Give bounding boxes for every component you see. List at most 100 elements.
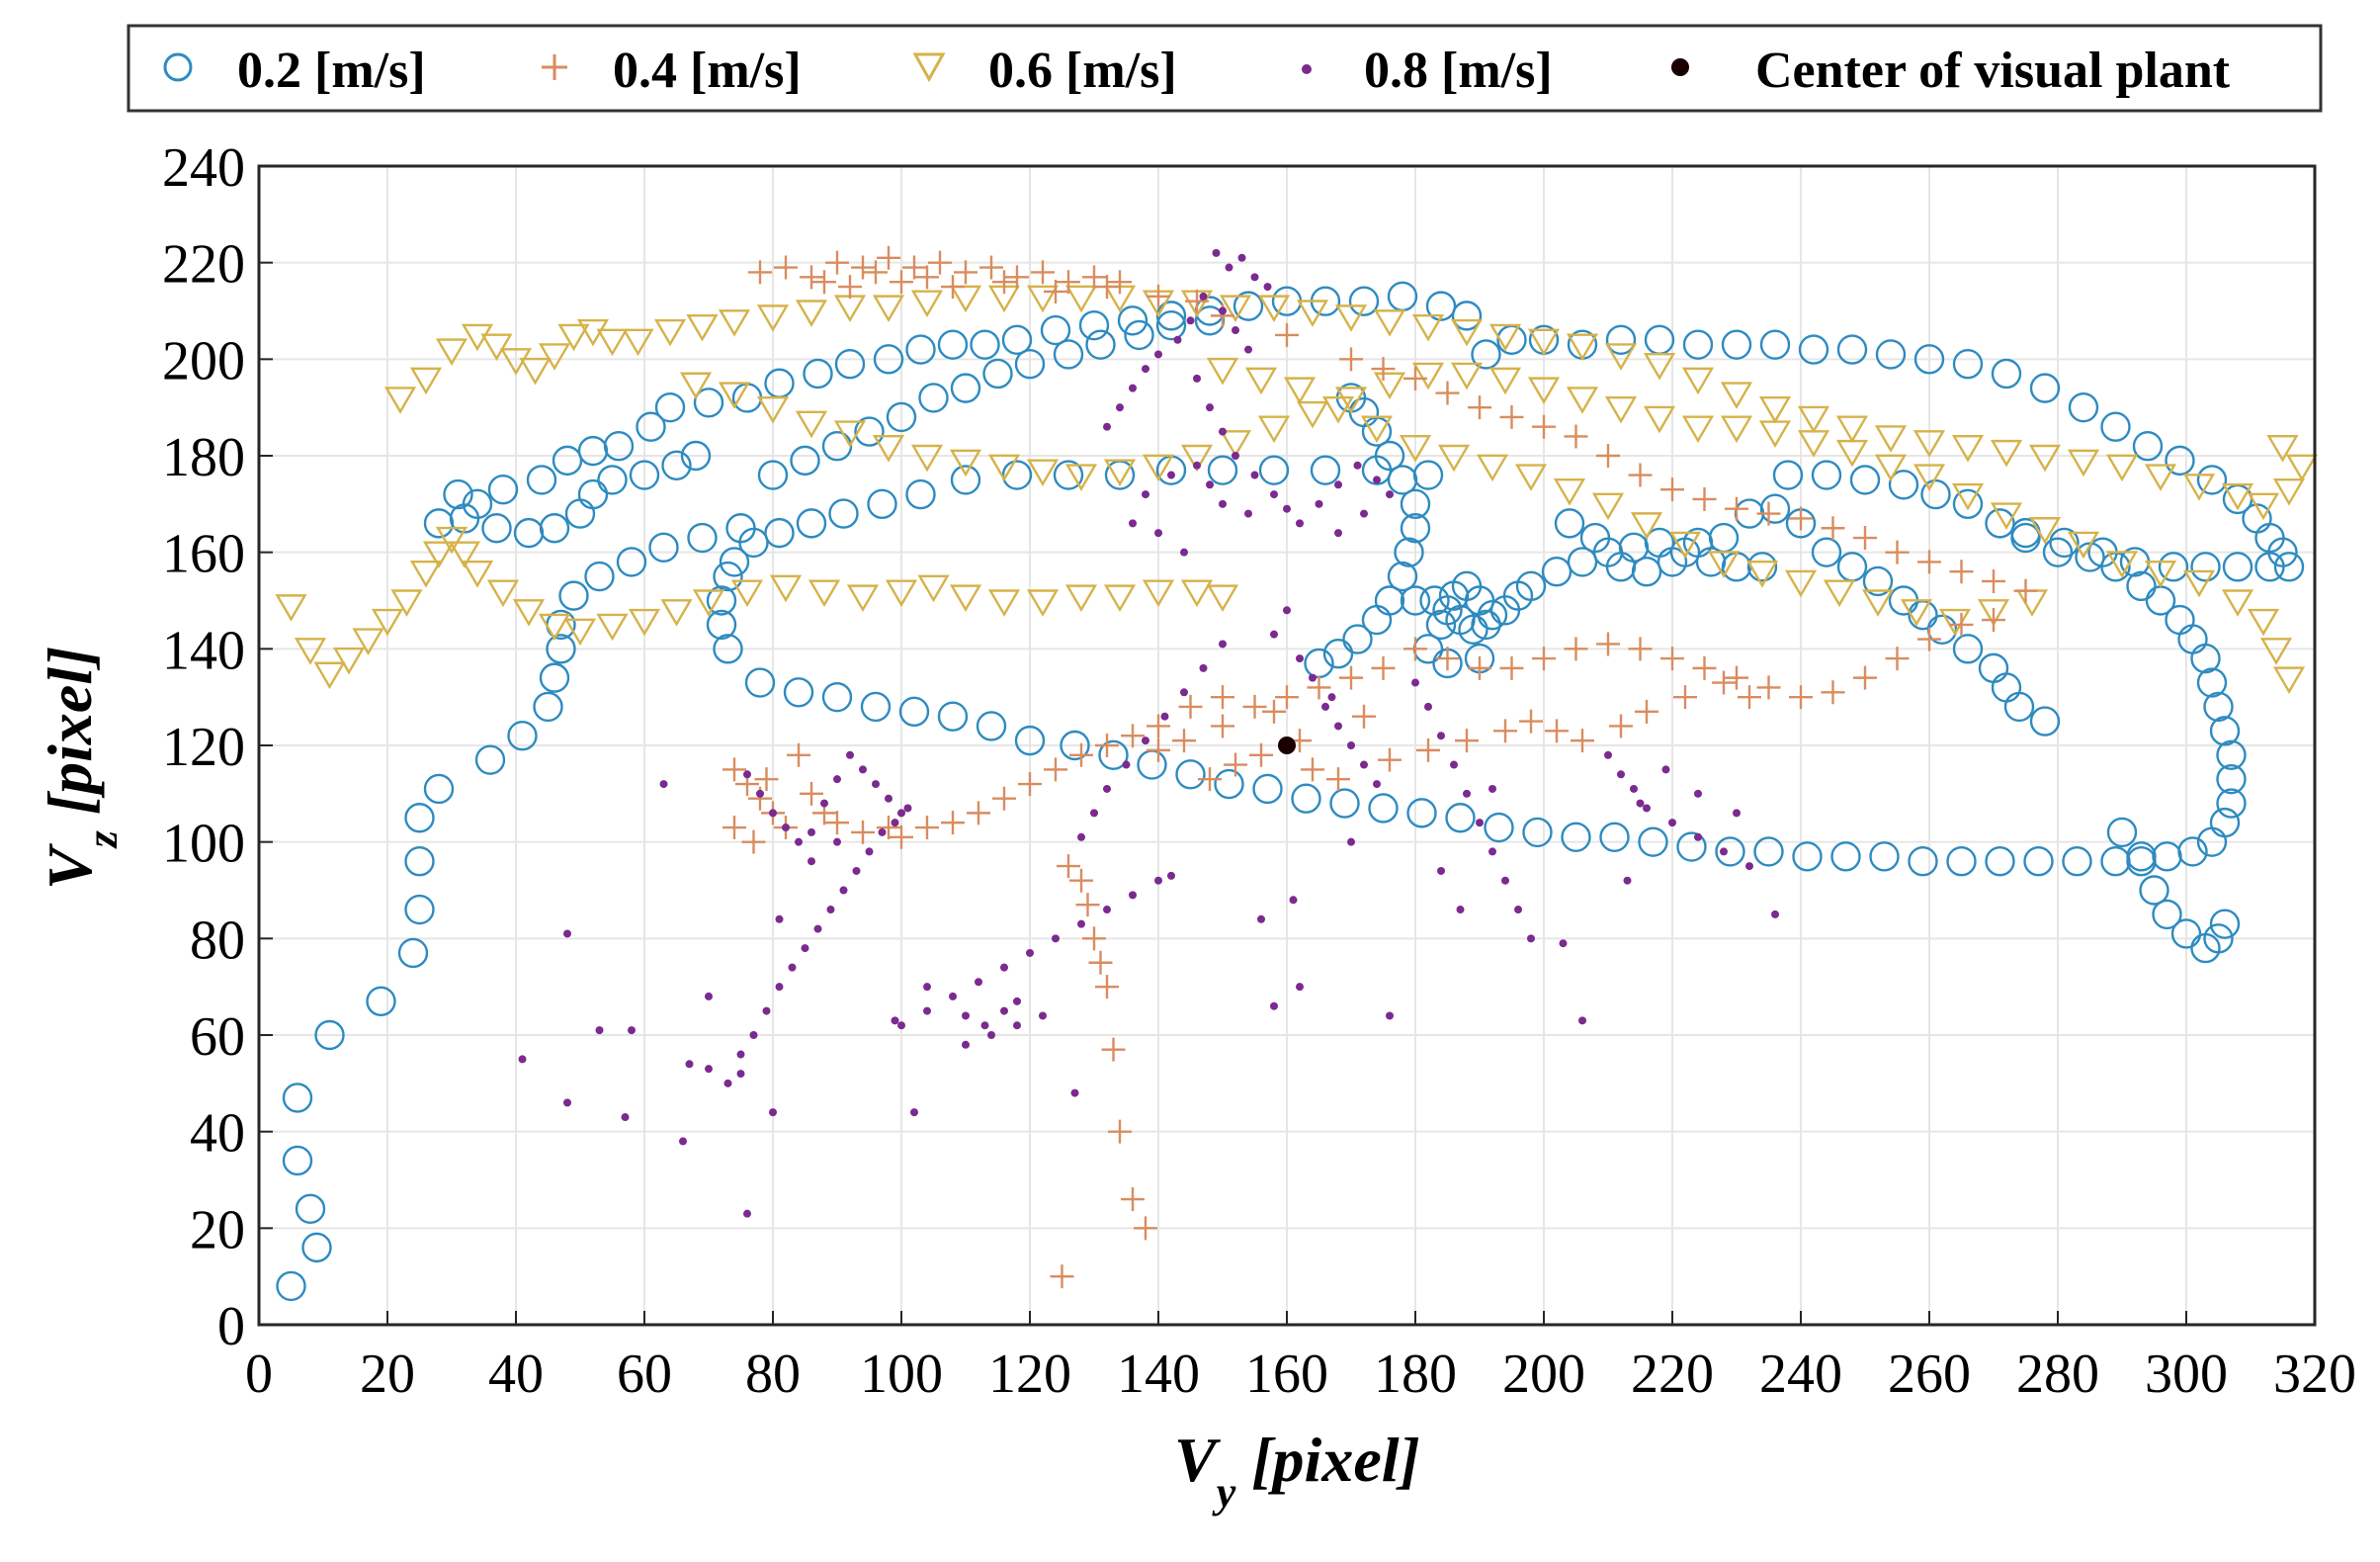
data-point-triangle <box>1835 439 1869 468</box>
data-point-triangle <box>795 410 828 439</box>
data-point-circle <box>860 691 892 723</box>
data-point-circle <box>507 721 538 751</box>
data-point-plus <box>1725 665 1748 690</box>
data-point-dot <box>962 1011 970 1020</box>
data-point-circle <box>1946 846 1977 877</box>
data-point-dot <box>1578 1016 1586 1025</box>
data-point-dot <box>910 1108 918 1117</box>
data-point-plus <box>1108 1119 1132 1144</box>
axis-ticks <box>258 165 2316 1326</box>
data-point-dot <box>1270 630 1278 639</box>
data-point-dot <box>1160 712 1169 721</box>
data-point-dot <box>621 1113 630 1122</box>
data-point-triangle <box>1334 387 1368 414</box>
data-point-plus <box>1821 680 1845 705</box>
data-point-plus <box>1499 404 1524 429</box>
data-point-dot <box>975 978 982 987</box>
data-point-circle <box>1579 522 1611 554</box>
data-point-triangle <box>987 454 1021 482</box>
data-point-dot <box>775 914 784 923</box>
data-point-dot <box>1694 789 1702 798</box>
data-point-plus <box>1050 1264 1074 1289</box>
data-point-triangle <box>519 357 552 386</box>
data-point-plus <box>1692 486 1717 511</box>
data-point-circle <box>680 440 712 472</box>
data-point-dot <box>1039 1011 1047 1020</box>
data-point-circle <box>1952 349 1984 380</box>
data-point-triangle <box>1874 425 1908 453</box>
data-point-plus <box>1371 655 1396 680</box>
data-point-circle <box>1515 570 1547 602</box>
data-point-triangle <box>1360 415 1394 444</box>
data-point-circle <box>1394 537 1424 567</box>
data-point-triangle <box>872 295 905 322</box>
data-point-circle <box>2042 537 2074 567</box>
data-point-plus <box>1082 265 1106 290</box>
legend-item-center: Center of visual plant <box>1671 43 2231 99</box>
data-point-plus <box>877 245 900 270</box>
data-point-plus <box>1147 284 1170 308</box>
data-point-circle <box>2254 552 2285 582</box>
data-point-triangle <box>1527 328 1561 357</box>
x-tick-label: 140 <box>1117 1344 1200 1405</box>
data-point-plus <box>812 270 836 295</box>
data-point-dot <box>685 1060 694 1069</box>
data-point-dot <box>1514 906 1522 914</box>
data-point-dot <box>1270 1001 1278 1010</box>
data-point-plus <box>1044 757 1067 782</box>
data-point-dot <box>1424 702 1432 711</box>
data-point-dot <box>1437 732 1445 740</box>
data-point-dot <box>1232 452 1239 460</box>
data-point-circle <box>1811 537 1842 567</box>
data-point-dot <box>1167 471 1175 479</box>
data-point-plus <box>979 255 1003 280</box>
data-point-triangle <box>833 420 867 448</box>
data-point-triangle <box>313 661 346 690</box>
data-point-circle <box>526 465 557 495</box>
x-tick-label: 200 <box>1502 1344 1585 1405</box>
data-point-circle <box>654 391 686 423</box>
data-point-dot <box>1315 499 1323 508</box>
data-point-dot <box>1450 760 1458 769</box>
data-point-triangle <box>1643 405 1676 434</box>
data-point-dot <box>1077 832 1085 841</box>
data-point-dot <box>1257 914 1265 923</box>
data-point-circle <box>2216 788 2247 819</box>
data-point-plus <box>800 265 823 290</box>
data-point-triangle <box>383 387 417 414</box>
data-point-circle <box>2126 841 2157 872</box>
data-point-plus <box>722 816 746 840</box>
data-point-circle <box>2023 846 2054 877</box>
data-point-circle <box>282 1083 313 1113</box>
legend-item-06: 0.6 [m/s] <box>912 43 1177 99</box>
data-point-triangle <box>2182 474 2216 501</box>
data-point-dot <box>563 929 571 938</box>
data-point-dot <box>1668 819 1676 827</box>
data-point-circle <box>1567 547 1598 577</box>
data-point-plus <box>928 250 952 275</box>
data-point-circle <box>2132 431 2164 462</box>
data-point-circle <box>1310 455 1341 485</box>
data-point-circle <box>1888 470 1919 500</box>
data-point-triangle <box>2067 449 2100 477</box>
data-point-plus <box>1121 724 1145 748</box>
data-point-dot <box>1090 809 1098 818</box>
data-point-circle <box>487 474 519 505</box>
data-point-dot <box>1334 480 1342 489</box>
data-point-dot <box>1232 326 1239 335</box>
data-point-plus <box>1596 632 1620 656</box>
data-point-triangle <box>756 304 790 332</box>
data-point-triangle <box>1604 343 1638 371</box>
x-tick-label: 160 <box>1245 1344 1328 1405</box>
data-point-circle <box>1471 339 1501 370</box>
data-point-triangle <box>1643 353 1676 381</box>
data-point-circle <box>2100 411 2131 442</box>
data-point-dot <box>813 924 822 933</box>
data-point-circle <box>1484 812 1514 843</box>
data-point-circle <box>1078 309 1110 341</box>
data-point-dot <box>1289 896 1298 905</box>
data-point-plus <box>1468 655 1491 680</box>
data-point-plus <box>954 260 978 285</box>
data-point-plus <box>1789 685 1813 710</box>
data-point-circle <box>1387 465 1418 495</box>
